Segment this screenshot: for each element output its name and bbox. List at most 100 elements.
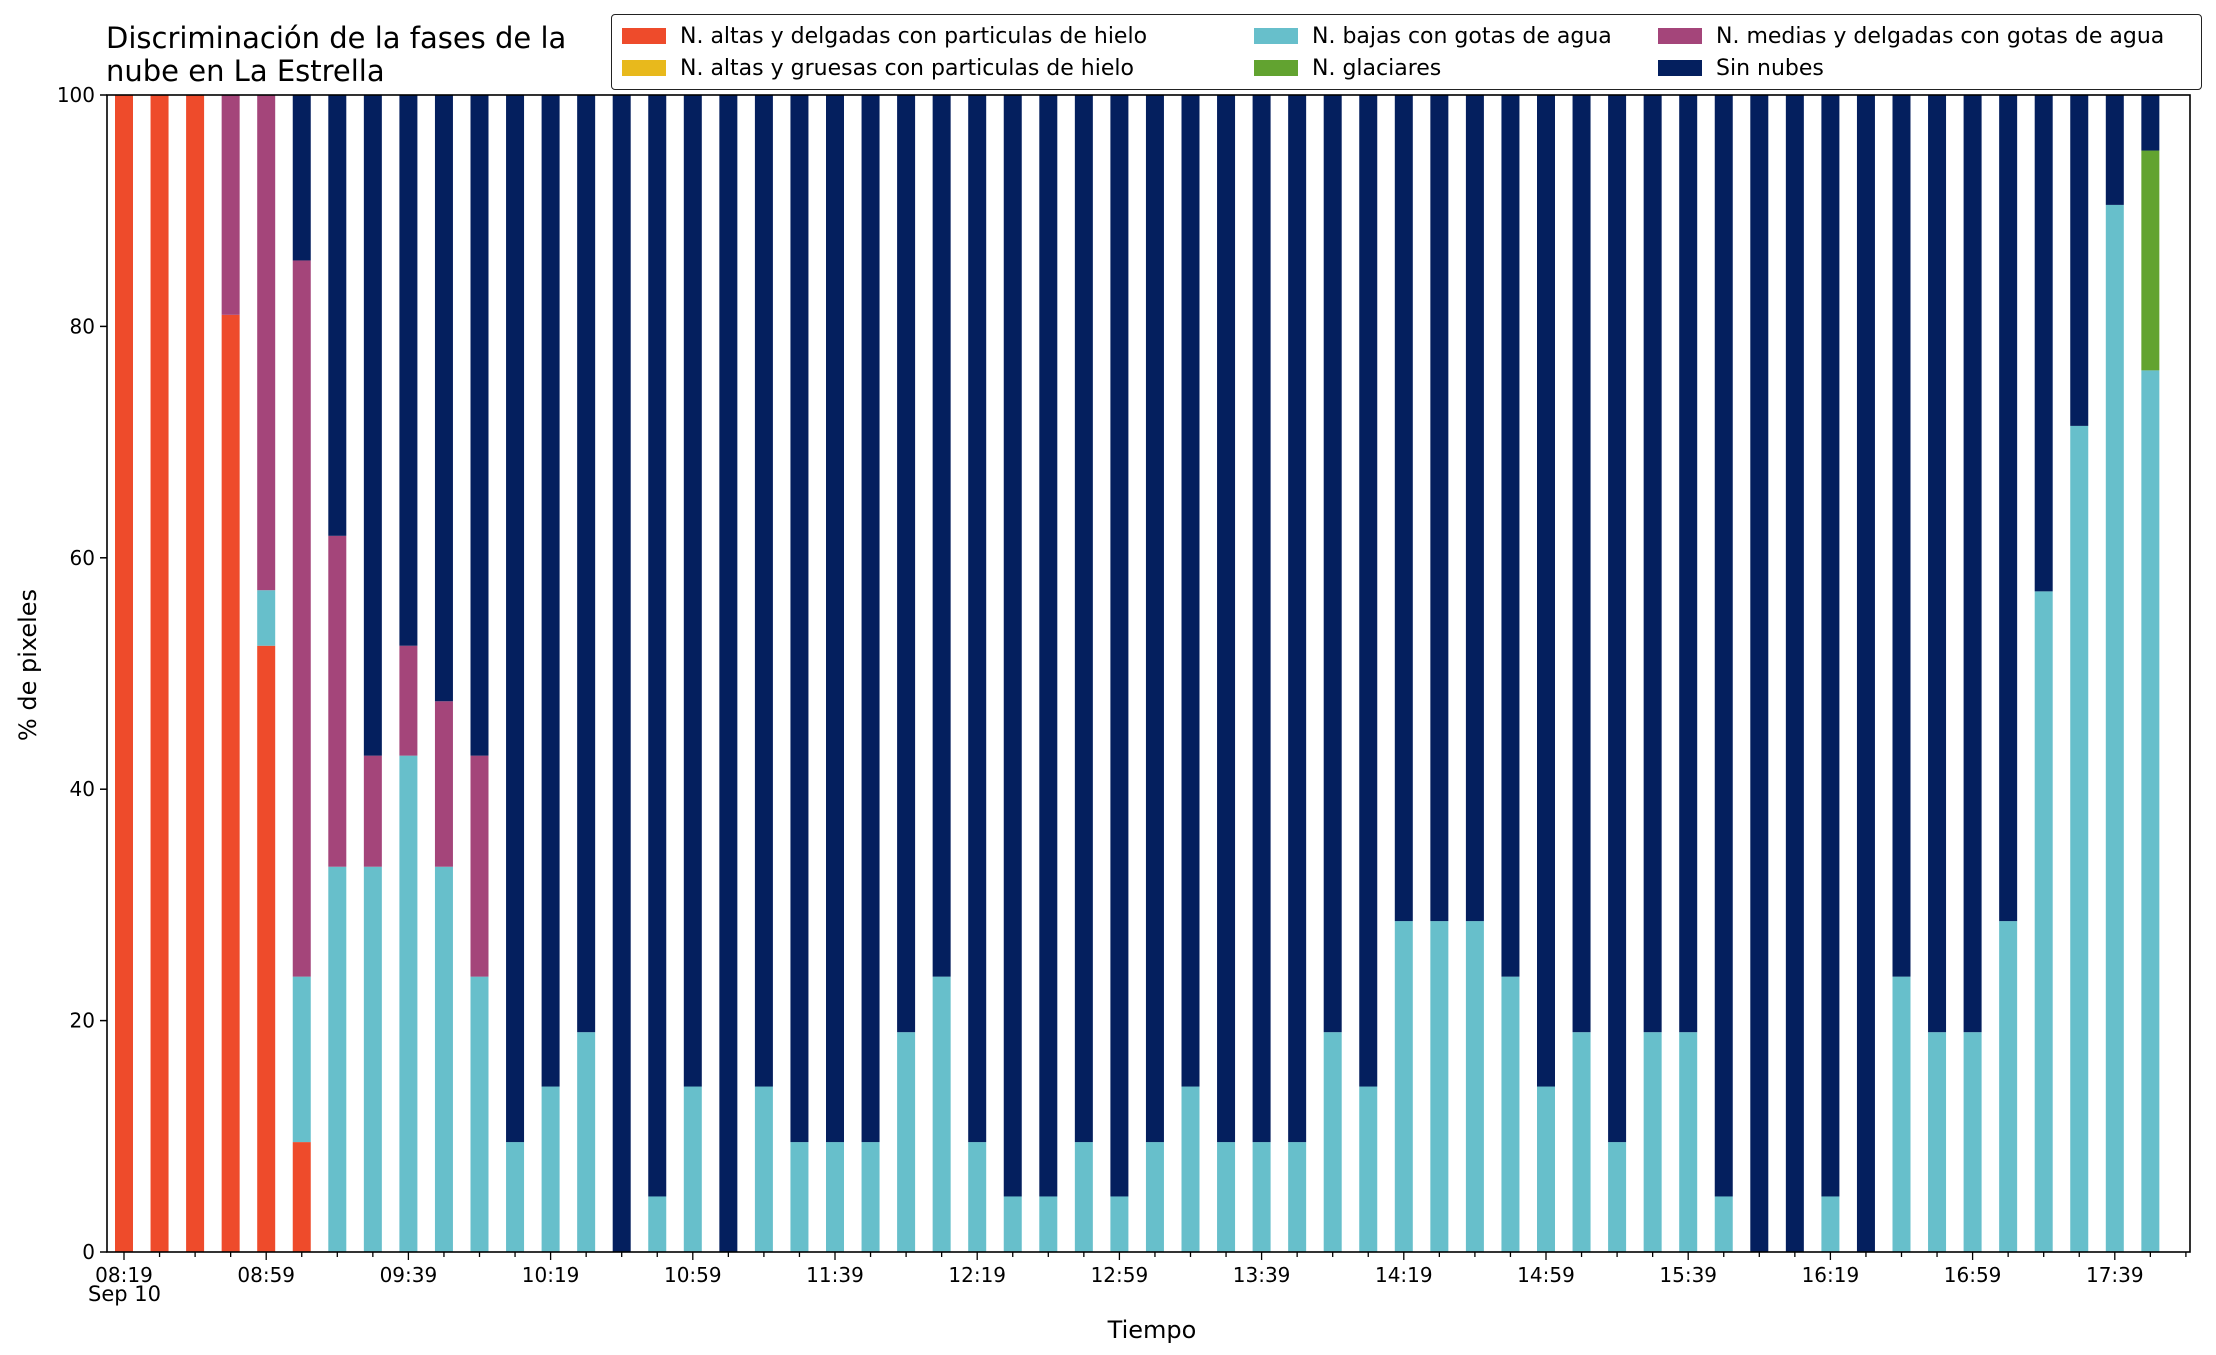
y-tick-label: 60 xyxy=(70,546,95,570)
x-tick-label: 13:39 xyxy=(1233,1263,1291,1287)
bar-segment xyxy=(292,260,311,977)
bar-segment xyxy=(1039,1196,1058,1252)
x-axis-date-label: Sep 10 xyxy=(88,1282,161,1306)
bar-segment xyxy=(577,1032,596,1252)
x-tick-label: 16:59 xyxy=(1944,1263,2002,1287)
bar-segment xyxy=(186,95,205,1252)
bar-segment xyxy=(221,95,240,315)
bar-segment xyxy=(292,1142,311,1252)
x-tick-label: 17:39 xyxy=(2086,1263,2144,1287)
bar-segment xyxy=(470,95,489,756)
chart-title-line-2: nube en La Estrella xyxy=(106,54,385,88)
bar-segment xyxy=(1359,95,1378,1087)
bar-segment xyxy=(968,95,987,1143)
legend-swatch xyxy=(1658,60,1702,76)
legend-swatch xyxy=(622,60,666,76)
bar-segment xyxy=(2105,95,2124,205)
bar-segment xyxy=(754,95,773,1087)
legend-label: N. altas y delgadas con particulas de hi… xyxy=(680,23,1148,49)
bar-segment xyxy=(1359,1086,1378,1252)
bar-segment xyxy=(1430,921,1449,1252)
bar-segment xyxy=(221,314,240,1253)
x-tick-label: 15:39 xyxy=(1659,1263,1717,1287)
bar-segment xyxy=(434,95,453,702)
bar-segment xyxy=(328,866,347,1252)
bar-segment xyxy=(363,866,382,1252)
legend-item-medias: N. medias y delgadas con gotas de agua xyxy=(1658,21,2164,51)
x-tick-label: 12:59 xyxy=(1091,1263,1149,1287)
bar-segment xyxy=(470,976,489,1252)
bar-segment xyxy=(1003,95,1022,1197)
bar-segment xyxy=(1821,95,1840,1197)
legend-item-sin-nubes: Sin nubes xyxy=(1658,53,1824,83)
y-tick-label: 80 xyxy=(70,314,95,338)
legend-swatch xyxy=(1658,28,1702,44)
bar-segment xyxy=(2105,204,2124,1252)
bar-segment xyxy=(363,95,382,756)
bar-segment xyxy=(932,976,951,1252)
bar-segment xyxy=(1679,1032,1698,1252)
bar-segment xyxy=(1679,95,1698,1033)
bar-segment xyxy=(683,1086,702,1252)
bar-segment xyxy=(577,95,596,1033)
bar-segment xyxy=(861,95,880,1143)
bar-segment xyxy=(754,1086,773,1252)
bar-segment xyxy=(1963,95,1982,1033)
bar-segment xyxy=(506,1142,525,1252)
bar-segment xyxy=(683,95,702,1087)
bar-segment xyxy=(1572,1032,1591,1252)
bar-segment xyxy=(434,866,453,1252)
bar-segment xyxy=(2070,425,2089,1252)
bar-segment xyxy=(1999,95,2018,922)
bar-segment xyxy=(1394,921,1413,1252)
bar-segment xyxy=(1821,1196,1840,1252)
bar-segment xyxy=(1608,95,1627,1143)
legend-item-glaciares: N. glaciares xyxy=(1254,53,1441,83)
bar-segment xyxy=(1537,95,1555,1087)
bar-layer xyxy=(115,95,2160,1253)
bar-segment xyxy=(1572,95,1591,1033)
bar-segment xyxy=(826,1142,844,1252)
bar-segment xyxy=(1145,1142,1164,1252)
bar-segment xyxy=(932,95,951,977)
bar-segment xyxy=(399,95,418,646)
bar-segment xyxy=(1892,95,1911,977)
bar-segment xyxy=(1608,1142,1627,1252)
bar-segment xyxy=(1181,1086,1200,1252)
bar-segment xyxy=(115,95,133,1252)
legend-item-altas-delgadas: N. altas y delgadas con particulas de hi… xyxy=(622,21,1147,51)
bar-segment xyxy=(2070,95,2089,426)
x-tick-label: 12:19 xyxy=(948,1263,1006,1287)
legend: N. altas y delgadas con particulas de hi… xyxy=(611,14,2202,90)
x-tick-label: 09:39 xyxy=(380,1263,438,1287)
bar-segment xyxy=(1145,95,1164,1143)
bar-segment xyxy=(2141,370,2160,1252)
bar-segment xyxy=(470,755,489,977)
bar-segment xyxy=(1643,1032,1662,1252)
x-tick-label: 08:59 xyxy=(237,1263,295,1287)
bar-segment xyxy=(1217,1142,1236,1252)
legend-label: N. bajas con gotas de agua xyxy=(1312,23,1612,49)
x-tick-label: 14:59 xyxy=(1517,1263,1575,1287)
bar-segment xyxy=(1110,95,1129,1197)
bar-segment xyxy=(861,1142,880,1252)
bar-segment xyxy=(257,590,276,646)
bar-segment xyxy=(257,95,276,591)
bar-segment xyxy=(1003,1196,1022,1252)
x-tick-label: 16:19 xyxy=(1802,1263,1860,1287)
bar-segment xyxy=(1323,1032,1342,1252)
bar-segment xyxy=(1501,976,1520,1252)
legend-swatch xyxy=(622,28,666,44)
legend-label: N. medias y delgadas con gotas de agua xyxy=(1716,23,2165,49)
bar-segment xyxy=(150,95,169,1252)
y-tick-label: 0 xyxy=(82,1240,95,1264)
y-tick-label: 40 xyxy=(70,777,95,801)
bar-segment xyxy=(1181,95,1200,1087)
bar-segment xyxy=(1394,95,1413,922)
bar-segment xyxy=(292,976,311,1143)
bar-segment xyxy=(292,95,311,261)
bar-segment xyxy=(1323,95,1342,1033)
bar-segment xyxy=(2034,95,2053,592)
legend-item-bajas: N. bajas con gotas de agua xyxy=(1254,21,1612,51)
bar-segment xyxy=(1465,921,1484,1252)
